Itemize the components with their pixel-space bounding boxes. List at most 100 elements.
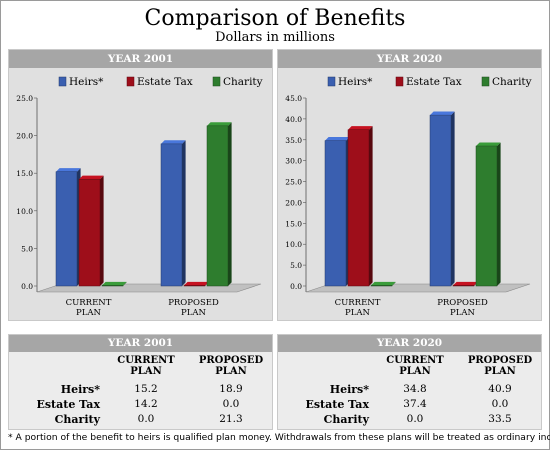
bar xyxy=(55,171,78,287)
bar-top xyxy=(79,175,104,180)
bar-side xyxy=(100,175,104,286)
bar xyxy=(347,129,370,287)
table-cell: 33.5 xyxy=(488,413,512,425)
bar-top xyxy=(453,281,478,286)
bar xyxy=(101,285,124,287)
column-header-proposed: PROPOSED PLAN xyxy=(196,355,266,377)
table-cell: 40.9 xyxy=(488,383,512,395)
bar-side xyxy=(369,126,373,286)
legend-swatch xyxy=(327,76,336,87)
x-tick-label: PLAN xyxy=(181,308,207,318)
chart-panel-2001: YEAR 2001 Heirs* Estate Tax Charity 0.0 5.0 1… xyxy=(8,49,273,321)
column-header-line: CURRENT xyxy=(117,355,175,366)
bar-top xyxy=(476,142,501,147)
table-cell: 21.3 xyxy=(219,413,243,425)
column-header-line: PLAN xyxy=(215,366,247,377)
x-tick-label: PROPOSED xyxy=(437,298,488,308)
column-header-line: PLAN xyxy=(130,366,162,377)
legend-label: Charity xyxy=(492,76,532,88)
table-cell: 0.0 xyxy=(491,398,509,410)
table-cell: 18.9 xyxy=(219,383,243,395)
y-tick-label: 25.0 xyxy=(16,94,33,103)
bar-top xyxy=(325,137,350,141)
bar-side xyxy=(451,111,455,286)
bar-side xyxy=(228,122,232,286)
legend-swatch xyxy=(212,76,221,87)
chart-title: YEAR 2020 xyxy=(278,50,541,68)
footnote: * A portion of the benefit to heirs is q… xyxy=(8,432,550,443)
bar-chart-2001: Heirs* Estate Tax Charity 0.0 5.0 10.0 15.0 20.… xyxy=(16,76,263,318)
table-title: YEAR 2020 xyxy=(278,335,541,352)
legend-label: Charity xyxy=(223,76,263,88)
y-tick-label: 0.0 xyxy=(290,282,302,291)
bar xyxy=(206,125,229,287)
table-cell: 15.2 xyxy=(134,383,158,395)
column-header-line: PROPOSED xyxy=(198,355,264,366)
row-label-charity: Charity xyxy=(323,413,369,426)
column-header-line: CURRENT xyxy=(386,355,444,366)
y-tick-label: 45.0 xyxy=(285,94,302,103)
bar xyxy=(452,285,475,287)
bar xyxy=(160,143,183,287)
row-label-heirs: Heirs* xyxy=(60,383,100,396)
y-tick-label: 15.0 xyxy=(16,169,33,178)
bar xyxy=(324,140,347,287)
row-label-estate-tax: Estate Tax xyxy=(305,398,369,411)
y-tick-label: 15.0 xyxy=(285,219,302,228)
bar xyxy=(370,285,393,287)
legend-label: Heirs* xyxy=(69,76,104,88)
legend-swatch xyxy=(395,76,404,87)
row-label-charity: Charity xyxy=(54,413,100,426)
row-label-heirs: Heirs* xyxy=(329,383,369,396)
bar xyxy=(78,178,101,287)
legend-swatch xyxy=(58,76,67,87)
y-tick-label: 10.0 xyxy=(16,207,33,216)
data-table-2020: YEAR 2020 CURRENT PLAN PROPOSED PLAN Heirs… xyxy=(277,334,542,430)
table-cell: 0.0 xyxy=(222,398,240,410)
column-header-current: CURRENT PLAN xyxy=(111,355,181,377)
bar-side xyxy=(497,142,501,286)
x-tick-label: PLAN xyxy=(76,308,102,318)
bar-top xyxy=(207,122,232,126)
legend-swatch xyxy=(126,76,135,87)
bar-top xyxy=(102,281,127,286)
bar-top xyxy=(56,168,81,172)
table-cell: 0.0 xyxy=(137,413,155,425)
column-header-line: PROPOSED xyxy=(467,355,533,366)
table-cell: 0.0 xyxy=(406,413,424,425)
data-table-2001: YEAR 2001 CURRENT PLAN PROPOSED PLAN Heirs… xyxy=(8,334,273,430)
y-tick-label: 20.0 xyxy=(16,132,33,141)
column-header-proposed: PROPOSED PLAN xyxy=(465,355,535,377)
bar-top xyxy=(371,281,396,286)
y-tick-label: 5.0 xyxy=(290,261,302,270)
x-tick-label: CURRENT xyxy=(335,298,381,308)
y-tick-label: 40.0 xyxy=(285,115,302,124)
bar xyxy=(475,145,498,287)
page-subtitle: Dollars in millions xyxy=(215,30,335,45)
legend-label: Estate Tax xyxy=(137,76,193,88)
y-tick-label: 35.0 xyxy=(285,136,302,145)
table-cell: 34.8 xyxy=(403,383,427,395)
bar xyxy=(429,114,452,287)
legend-label: Estate Tax xyxy=(406,76,462,88)
x-tick-label: PLAN xyxy=(450,308,476,318)
bar-chart-2020: Heirs* Estate Tax Charity 0.0 5.0 10.0 15.0 20.… xyxy=(285,76,532,318)
column-header-line: PLAN xyxy=(399,366,431,377)
bar-top xyxy=(184,281,209,286)
legend-swatch xyxy=(481,76,490,87)
x-tick-label: PLAN xyxy=(345,308,371,318)
legend-label: Heirs* xyxy=(338,76,373,88)
y-tick-label: 30.0 xyxy=(285,157,302,166)
bar-top xyxy=(430,111,455,116)
table-title: YEAR 2001 xyxy=(9,335,272,352)
table-cell: 14.2 xyxy=(134,398,158,410)
y-tick-label: 0.0 xyxy=(21,282,33,291)
bar-top xyxy=(348,126,373,130)
x-tick-label: CURRENT xyxy=(66,298,112,308)
column-header-current: CURRENT PLAN xyxy=(380,355,450,377)
chart-panel-2020: YEAR 2020 Heirs* Estate Tax Charity 0.0 5.0 1… xyxy=(277,49,542,321)
page-title: Comparison of Benefits xyxy=(144,6,406,31)
row-label-estate-tax: Estate Tax xyxy=(36,398,100,411)
y-tick-label: 25.0 xyxy=(285,178,302,187)
bar-side xyxy=(123,281,127,286)
